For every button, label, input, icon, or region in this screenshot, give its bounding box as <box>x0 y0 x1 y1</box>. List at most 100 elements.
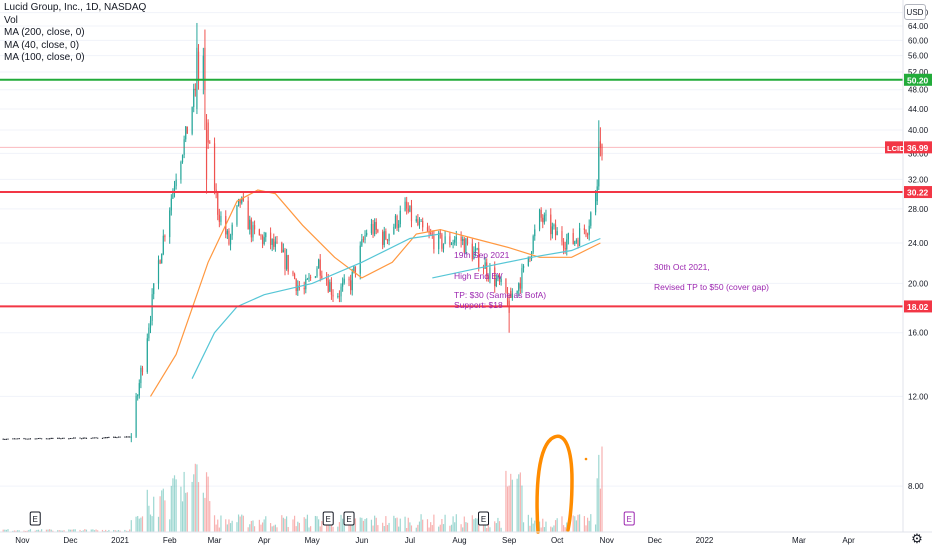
candle-body[interactable] <box>338 296 341 297</box>
candle-body[interactable] <box>252 225 254 238</box>
candle-body[interactable] <box>594 191 597 213</box>
candle-body[interactable] <box>148 327 150 339</box>
candle-body[interactable] <box>330 282 333 295</box>
candle-body[interactable] <box>218 214 220 222</box>
candle-body[interactable] <box>151 294 153 321</box>
candle-body[interactable] <box>388 234 390 241</box>
candle-body[interactable] <box>506 292 509 305</box>
candle-body[interactable] <box>237 198 240 206</box>
candle-body[interactable] <box>321 275 323 279</box>
symbol-title[interactable]: Lucid Group, Inc., 1D, NASDAQ <box>4 2 147 13</box>
candle-body[interactable] <box>73 437 75 439</box>
candle-body[interactable] <box>438 232 440 250</box>
candle-body[interactable] <box>500 278 502 282</box>
ma100-legend-item[interactable]: MA (100, close, 0) <box>4 52 85 63</box>
candle-body[interactable] <box>494 267 496 287</box>
candle-body[interactable] <box>229 235 232 245</box>
candle-body[interactable] <box>7 438 9 440</box>
candle-body[interactable] <box>487 276 489 280</box>
candle-body[interactable] <box>247 200 249 230</box>
candle-body[interactable] <box>359 245 361 274</box>
candle-body[interactable] <box>284 249 286 269</box>
candle-body[interactable] <box>495 278 497 287</box>
candle-body[interactable] <box>181 154 184 163</box>
candle-body[interactable] <box>550 214 552 235</box>
candle-body[interactable] <box>202 55 204 81</box>
candle-body[interactable] <box>393 226 395 235</box>
ma100-line[interactable] <box>432 237 601 279</box>
candle-body[interactable] <box>140 367 142 384</box>
candle-body[interactable] <box>511 293 513 298</box>
candle-body[interactable] <box>285 255 288 269</box>
candle-body[interactable] <box>74 437 76 439</box>
candle-body[interactable] <box>310 277 312 279</box>
candle-body[interactable] <box>370 223 373 233</box>
candle-body[interactable] <box>354 266 357 274</box>
candle-body[interactable] <box>17 438 19 440</box>
candle-body[interactable] <box>305 279 307 290</box>
candle-body[interactable] <box>161 253 163 264</box>
candle-body[interactable] <box>207 122 209 143</box>
candle-body[interactable] <box>572 233 574 245</box>
candle-body[interactable] <box>460 236 462 241</box>
candle-body[interactable] <box>542 217 544 223</box>
ma200-legend-item[interactable]: MA (200, close, 0) <box>4 27 85 38</box>
candle-body[interactable] <box>196 47 198 109</box>
candle-body[interactable] <box>197 51 200 81</box>
candle-body[interactable] <box>228 230 230 245</box>
candle-body[interactable] <box>242 197 244 201</box>
candle-body[interactable] <box>452 242 454 245</box>
candle-body[interactable] <box>556 231 558 236</box>
candle-body[interactable] <box>361 239 363 246</box>
candle-body[interactable] <box>498 275 501 282</box>
candle-body[interactable] <box>444 236 446 244</box>
candle-body[interactable] <box>516 290 518 294</box>
candle-body[interactable] <box>473 251 475 260</box>
candle-body[interactable] <box>172 190 174 199</box>
candle-body[interactable] <box>566 239 568 250</box>
candle-body[interactable] <box>337 296 339 297</box>
candle-body[interactable] <box>574 241 576 245</box>
candle-body[interactable] <box>374 222 376 235</box>
candle-body[interactable] <box>377 229 379 232</box>
candle-body[interactable] <box>69 438 72 439</box>
candle-body[interactable] <box>41 438 43 440</box>
ma200-line[interactable] <box>191 233 441 379</box>
candle-body[interactable] <box>169 210 171 238</box>
candle-body[interactable] <box>4 439 6 440</box>
candle-body[interactable] <box>249 219 251 230</box>
candle-body[interactable] <box>273 238 275 247</box>
candle-body[interactable] <box>81 438 83 440</box>
candle-body[interactable] <box>588 225 590 235</box>
candle-body[interactable] <box>455 236 457 240</box>
candle-body[interactable] <box>439 232 441 235</box>
candle-body[interactable] <box>505 278 507 293</box>
candle-body[interactable] <box>308 277 310 280</box>
candle-body[interactable] <box>575 240 577 242</box>
candle-body[interactable] <box>63 437 65 439</box>
candle-body[interactable] <box>586 234 589 236</box>
candle-body[interactable] <box>375 222 377 230</box>
candle-body[interactable] <box>84 437 86 439</box>
candle-body[interactable] <box>97 437 99 439</box>
candle-body[interactable] <box>45 438 48 440</box>
candle-body[interactable] <box>293 274 296 279</box>
candle-body[interactable] <box>364 235 366 240</box>
candle-body[interactable] <box>598 147 600 187</box>
candle-body[interactable] <box>47 438 49 440</box>
candle-body[interactable] <box>420 221 422 222</box>
candle-body[interactable] <box>2 438 4 440</box>
candle-body[interactable] <box>71 438 73 439</box>
candle-body[interactable] <box>106 437 108 439</box>
candle-body[interactable] <box>406 201 408 209</box>
candle-body[interactable] <box>599 141 601 148</box>
candle-body[interactable] <box>521 268 523 289</box>
candle-body[interactable] <box>407 208 409 212</box>
candle-body[interactable] <box>101 438 104 439</box>
candle-body[interactable] <box>518 283 520 291</box>
candle-body[interactable] <box>319 259 321 276</box>
candle-body[interactable] <box>327 280 329 292</box>
candle-body[interactable] <box>430 232 432 235</box>
candle-body[interactable] <box>527 256 529 266</box>
